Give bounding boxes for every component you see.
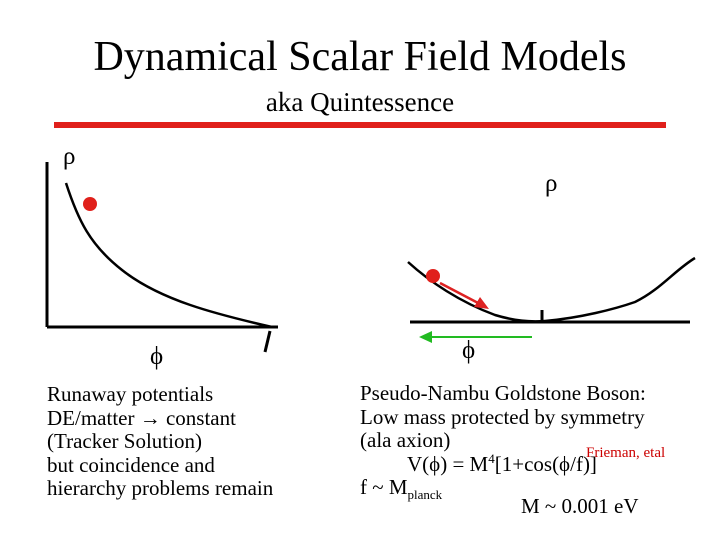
slide-subtitle: aka Quintessence	[265, 87, 455, 117]
right-text-line-3: (ala axion)	[360, 428, 451, 453]
left-potential-curve	[64, 182, 273, 329]
f-subscript: planck	[407, 487, 443, 503]
credit-note: Frieman, etal	[586, 445, 666, 461]
accent-rule	[54, 122, 666, 128]
left-ball	[83, 197, 97, 211]
formula-prefix: V(ϕ) = M	[407, 451, 489, 476]
f-scale-line: f ~ Mplanck	[360, 475, 646, 503]
left-text-line: DE/matter → constant	[47, 405, 236, 430]
green-arrow-head	[419, 331, 432, 343]
left-curve-tick	[263, 330, 272, 353]
left-y-axis-label: ρ	[63, 143, 76, 170]
f-prefix: f ~ M	[360, 475, 408, 500]
mass-value: M ~ 0.001 eV	[521, 494, 639, 518]
left-text-line: Runaway potentials	[47, 382, 214, 406]
right-text-line-2: Low mass protected by symmetry	[360, 404, 645, 429]
left-text-line: but coincidence and	[47, 452, 215, 477]
formula-suffix: [1+cos(ϕ/f)]	[494, 451, 597, 476]
left-description: Runaway potentials DE/matter → constant …	[47, 382, 274, 501]
left-text-line: (Tracker Solution)	[47, 429, 202, 454]
left-plot	[45, 162, 278, 353]
left-text-line: hierarchy problems remain	[47, 476, 274, 501]
right-text-line-1: Pseudo-Nambu Goldstone Boson:	[360, 381, 646, 405]
right-description: Pseudo-Nambu Goldstone Boson: Low mass p…	[360, 381, 646, 503]
potential-formula: V(ϕ) = M4[1+cos(ϕ/f)]	[360, 450, 646, 477]
right-x-axis-label: ϕ	[462, 337, 476, 364]
right-y-axis-label: ρ	[545, 170, 558, 197]
right-plot	[407, 256, 696, 343]
red-roll-arrow-shaft	[439, 281, 481, 306]
left-x-axis-label: ϕ	[150, 343, 164, 370]
slide-title: Dynamical Scalar Field Models	[93, 34, 627, 80]
formula-exponent: 4	[488, 450, 495, 466]
right-potential-curve	[407, 256, 696, 323]
right-ball	[426, 269, 440, 283]
red-roll-arrow-head	[474, 297, 489, 309]
